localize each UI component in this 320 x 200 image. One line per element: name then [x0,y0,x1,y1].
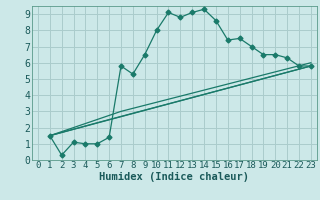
X-axis label: Humidex (Indice chaleur): Humidex (Indice chaleur) [100,172,249,182]
